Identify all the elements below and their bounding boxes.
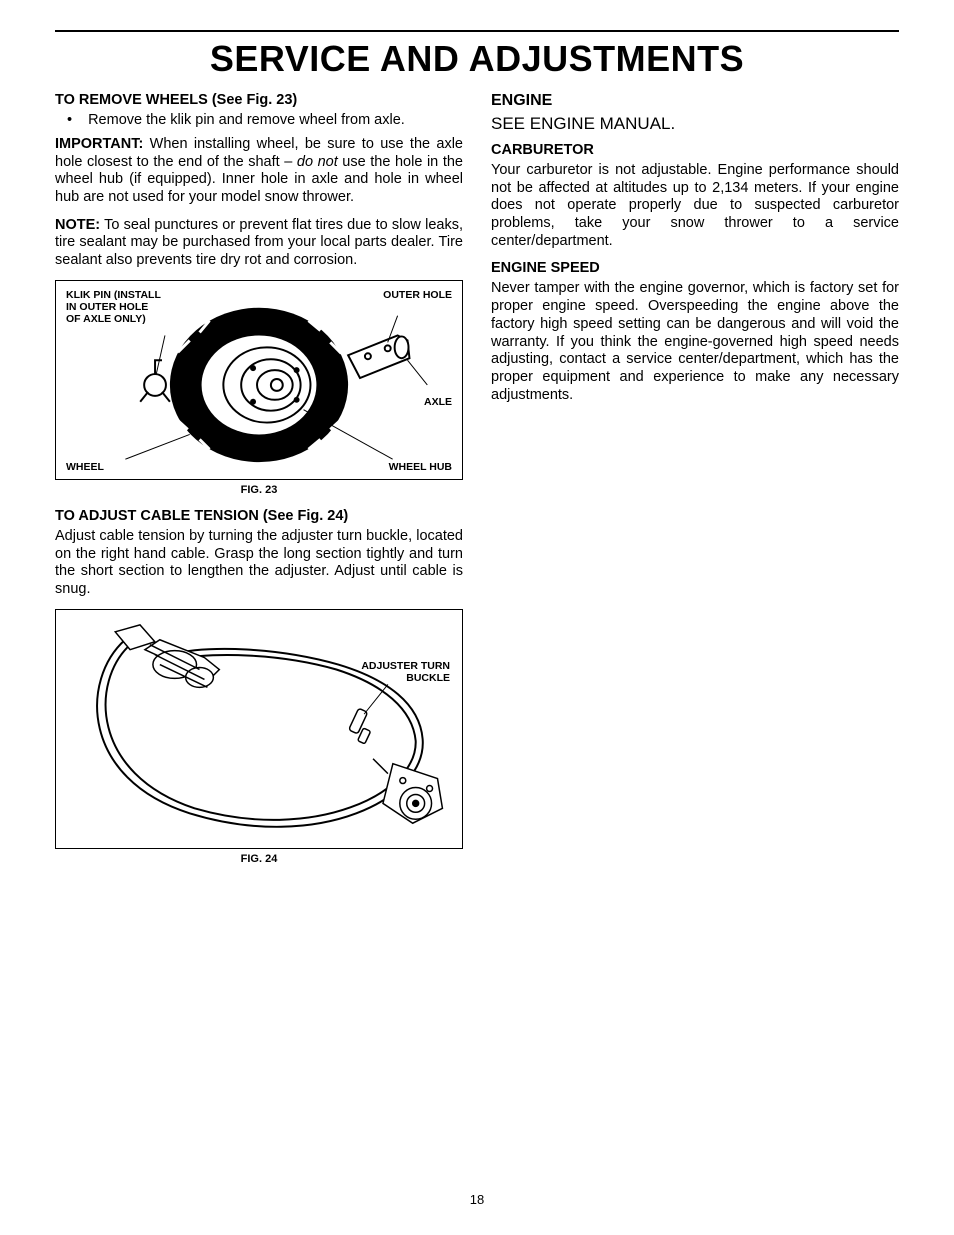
cable-text: Adjust cable tension by turning the adju… [55,528,463,599]
engine-heading: ENGINE [491,92,899,110]
page-title: SERVICE AND ADJUSTMENTS [55,38,899,80]
donot-text: do not [297,154,338,170]
note-label: NOTE: [55,217,100,233]
page-number: 18 [0,1192,954,1207]
fig24-caption: FIG. 24 [55,853,463,865]
speed-heading: ENGINE SPEED [491,260,899,276]
left-column: TO REMOVE WHEELS (See Fig. 23) • Remove … [55,92,463,877]
content-columns: TO REMOVE WHEELS (See Fig. 23) • Remove … [55,92,899,877]
right-column: ENGINE SEE ENGINE MANUAL. CARBURETOR You… [491,92,899,877]
figure-24-box: ADJUSTER TURN BUCKLE [55,609,463,849]
note-paragraph: NOTE: To seal punctures or prevent flat … [55,217,463,270]
important-label: IMPORTANT: [55,136,143,152]
fig23-axle-label: AXLE [424,396,452,408]
speed-text: Never tamper with the engine governor, w… [491,280,899,404]
remove-wheels-heading: TO REMOVE WHEELS (See Fig. 23) [55,92,463,108]
bullet-text: Remove the klik pin and remove wheel fro… [88,112,405,128]
cable-heading: TO ADJUST CABLE TENSION (See Fig. 24) [55,508,463,524]
see-manual: SEE ENGINE MANUAL. [491,114,899,134]
carb-heading: CARBURETOR [491,142,899,158]
fig23-klik-label: KLIK PIN (INSTALL IN OUTER HOLE OF AXLE … [66,289,161,325]
bullet-item: • Remove the klik pin and remove wheel f… [55,112,463,128]
fig23-outerhole-label: OUTER HOLE [383,289,452,301]
figure-23-box: KLIK PIN (INSTALL IN OUTER HOLE OF AXLE … [55,280,463,480]
fig23-wheelhub-label: WHEEL HUB [389,461,452,473]
bullet-dot: • [67,112,72,128]
note-text: To seal punctures or prevent flat tires … [55,217,463,268]
fig23-wheel-label: WHEEL [66,461,104,473]
carb-text: Your carburetor is not adjustable. Engin… [491,162,899,250]
fig23-caption: FIG. 23 [55,484,463,496]
top-rule [55,30,899,32]
important-paragraph: IMPORTANT: When installing wheel, be sur… [55,136,463,207]
fig24-adjuster-label: ADJUSTER TURN BUCKLE [361,660,450,684]
figure-24-svg [56,610,462,848]
